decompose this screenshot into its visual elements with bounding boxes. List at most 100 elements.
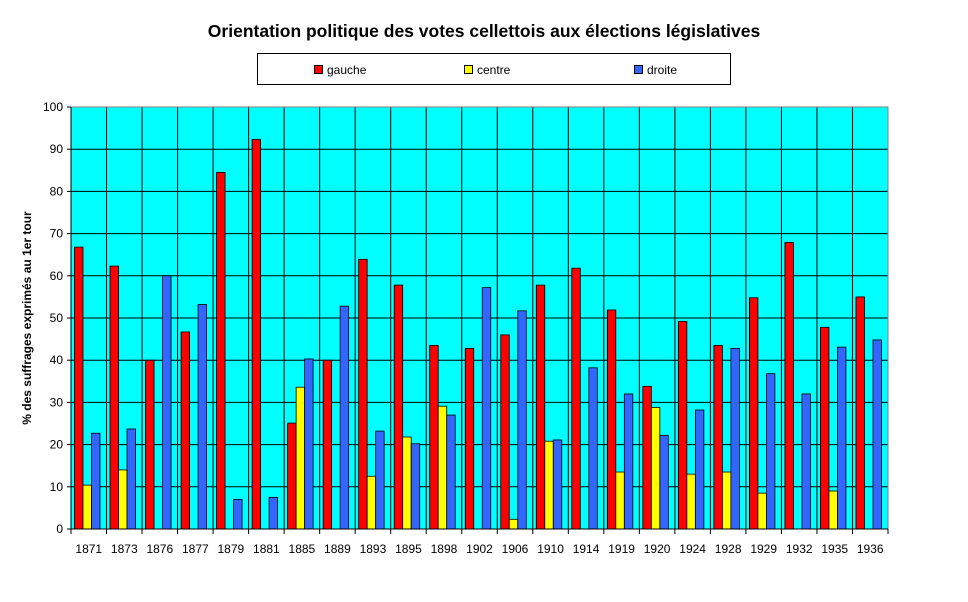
bar-centre-1910 [544, 440, 554, 530]
x-tick-label: 1876 [146, 542, 173, 556]
bar-gauche-1898 [429, 345, 439, 530]
y-tick-label: 20 [50, 438, 64, 452]
x-tick-label: 1893 [360, 542, 387, 556]
y-tick-label: 70 [50, 227, 64, 241]
bar-gauche-1889 [322, 359, 333, 530]
bar-centre-1935 [828, 490, 838, 530]
bar-droite-1902 [481, 287, 492, 530]
bar-droite-1876 [162, 275, 172, 530]
bar-gauche-1928 [713, 345, 723, 530]
bar-droite-1873 [126, 428, 136, 530]
y-tick-label: 0 [56, 522, 63, 536]
bar-gauche-1881 [251, 139, 262, 530]
bar-droite-1935 [837, 346, 847, 530]
x-tick-label: 1920 [644, 542, 671, 556]
x-tick-label: 1895 [395, 542, 422, 556]
x-tick-label: 1924 [679, 542, 706, 556]
bar-centre-1898 [437, 405, 448, 530]
bar-droite-1898 [446, 414, 456, 530]
bar-gauche-1936 [855, 296, 865, 530]
bar-droite-1928 [730, 347, 740, 530]
legend-label-droite: droite [647, 63, 678, 77]
bar-droite-1885 [304, 358, 314, 530]
legend-swatch-gauche [314, 65, 323, 75]
bar-gauche-1910 [535, 284, 546, 530]
bar-gauche-1893 [358, 258, 368, 530]
x-tick-label: 1898 [431, 542, 458, 556]
bar-droite-1924 [694, 409, 705, 530]
x-tick-label: 1881 [253, 542, 280, 556]
legend-label-centre: centre [477, 63, 511, 77]
bar-gauche-1877 [180, 331, 190, 530]
bar-gauche-1914 [571, 267, 581, 530]
bar-droite-1920 [659, 434, 669, 530]
x-tick-label: 1879 [217, 542, 244, 556]
legend-label-gauche: gauche [327, 63, 367, 77]
bar-gauche-1876 [145, 359, 155, 530]
bar-centre-1873 [118, 469, 128, 530]
bar-droite-1910 [552, 439, 563, 530]
legend-swatch-centre [464, 65, 473, 75]
bar-droite-1893 [375, 430, 385, 530]
x-tick-label: 1902 [466, 542, 493, 556]
y-tick-label: 10 [50, 480, 64, 494]
y-tick-label: 40 [50, 353, 64, 367]
x-tick-label: 1873 [111, 542, 138, 556]
bar-gauche-1935 [820, 326, 830, 530]
bar-gauche-1902 [464, 347, 475, 530]
y-tick-label: 60 [50, 269, 64, 283]
x-tick-label: 1929 [750, 542, 777, 556]
bar-centre-1893 [366, 475, 377, 530]
bar-gauche-1932 [784, 242, 794, 530]
bar-droite-1895 [410, 443, 421, 530]
legend-item-centre: centre [464, 63, 510, 77]
y-tick-label: 30 [50, 395, 64, 409]
bar-gauche-1924 [677, 320, 688, 530]
bar-gauche-1871 [74, 246, 84, 530]
y-tick-label: 50 [50, 311, 64, 325]
bar-droite-1906 [517, 310, 527, 530]
x-tick-label: 1906 [502, 542, 529, 556]
bar-droite-1936 [872, 339, 882, 530]
bar-gauche-1895 [393, 284, 404, 530]
x-tick-label: 1910 [537, 542, 564, 556]
x-tick-label: 1932 [786, 542, 813, 556]
x-tick-label: 1936 [857, 542, 884, 556]
bar-centre-1920 [650, 407, 661, 530]
x-tick-label: 1889 [324, 542, 351, 556]
bar-gauche-1920 [642, 385, 652, 530]
chart-title: Orientation politique des votes celletto… [207, 21, 761, 41]
x-tick-label: 1935 [821, 542, 848, 556]
x-tick-label: 1885 [289, 542, 316, 556]
bar-centre-1871 [82, 484, 92, 530]
bar-droite-1919 [623, 393, 634, 530]
bar-droite-1879 [233, 499, 243, 530]
bar-centre-1885 [295, 386, 306, 530]
bar-gauche-1929 [749, 297, 759, 530]
bar-droite-1871 [91, 432, 101, 530]
x-tick-label: 1928 [715, 542, 742, 556]
bar-centre-1928 [721, 471, 732, 530]
legend-item-droite: droite [634, 63, 677, 77]
bar-gauche-1906 [500, 334, 510, 530]
bar-centre-1895 [402, 436, 412, 530]
bar-centre-1929 [757, 492, 767, 530]
bar-gauche-1879 [216, 172, 226, 530]
bar-droite-1881 [268, 496, 279, 530]
x-tick-label: 1914 [573, 542, 600, 556]
x-tick-label: 1877 [182, 542, 209, 556]
x-tick-label: 1919 [608, 542, 635, 556]
bar-gauche-1873 [109, 265, 119, 530]
y-tick-label: 100 [43, 100, 63, 114]
bar-centre-1924 [686, 473, 696, 530]
y-tick-label: 80 [50, 184, 64, 198]
bar-centre-1919 [615, 471, 625, 530]
legend-swatch-droite [634, 65, 643, 75]
legend-item-gauche: gauche [314, 63, 366, 77]
x-tick-label: 1871 [75, 542, 102, 556]
bar-gauche-1919 [606, 309, 617, 530]
bar-droite-1889 [339, 305, 350, 530]
bar-droite-1932 [801, 393, 811, 530]
legend: gauche centre droite [257, 53, 731, 85]
